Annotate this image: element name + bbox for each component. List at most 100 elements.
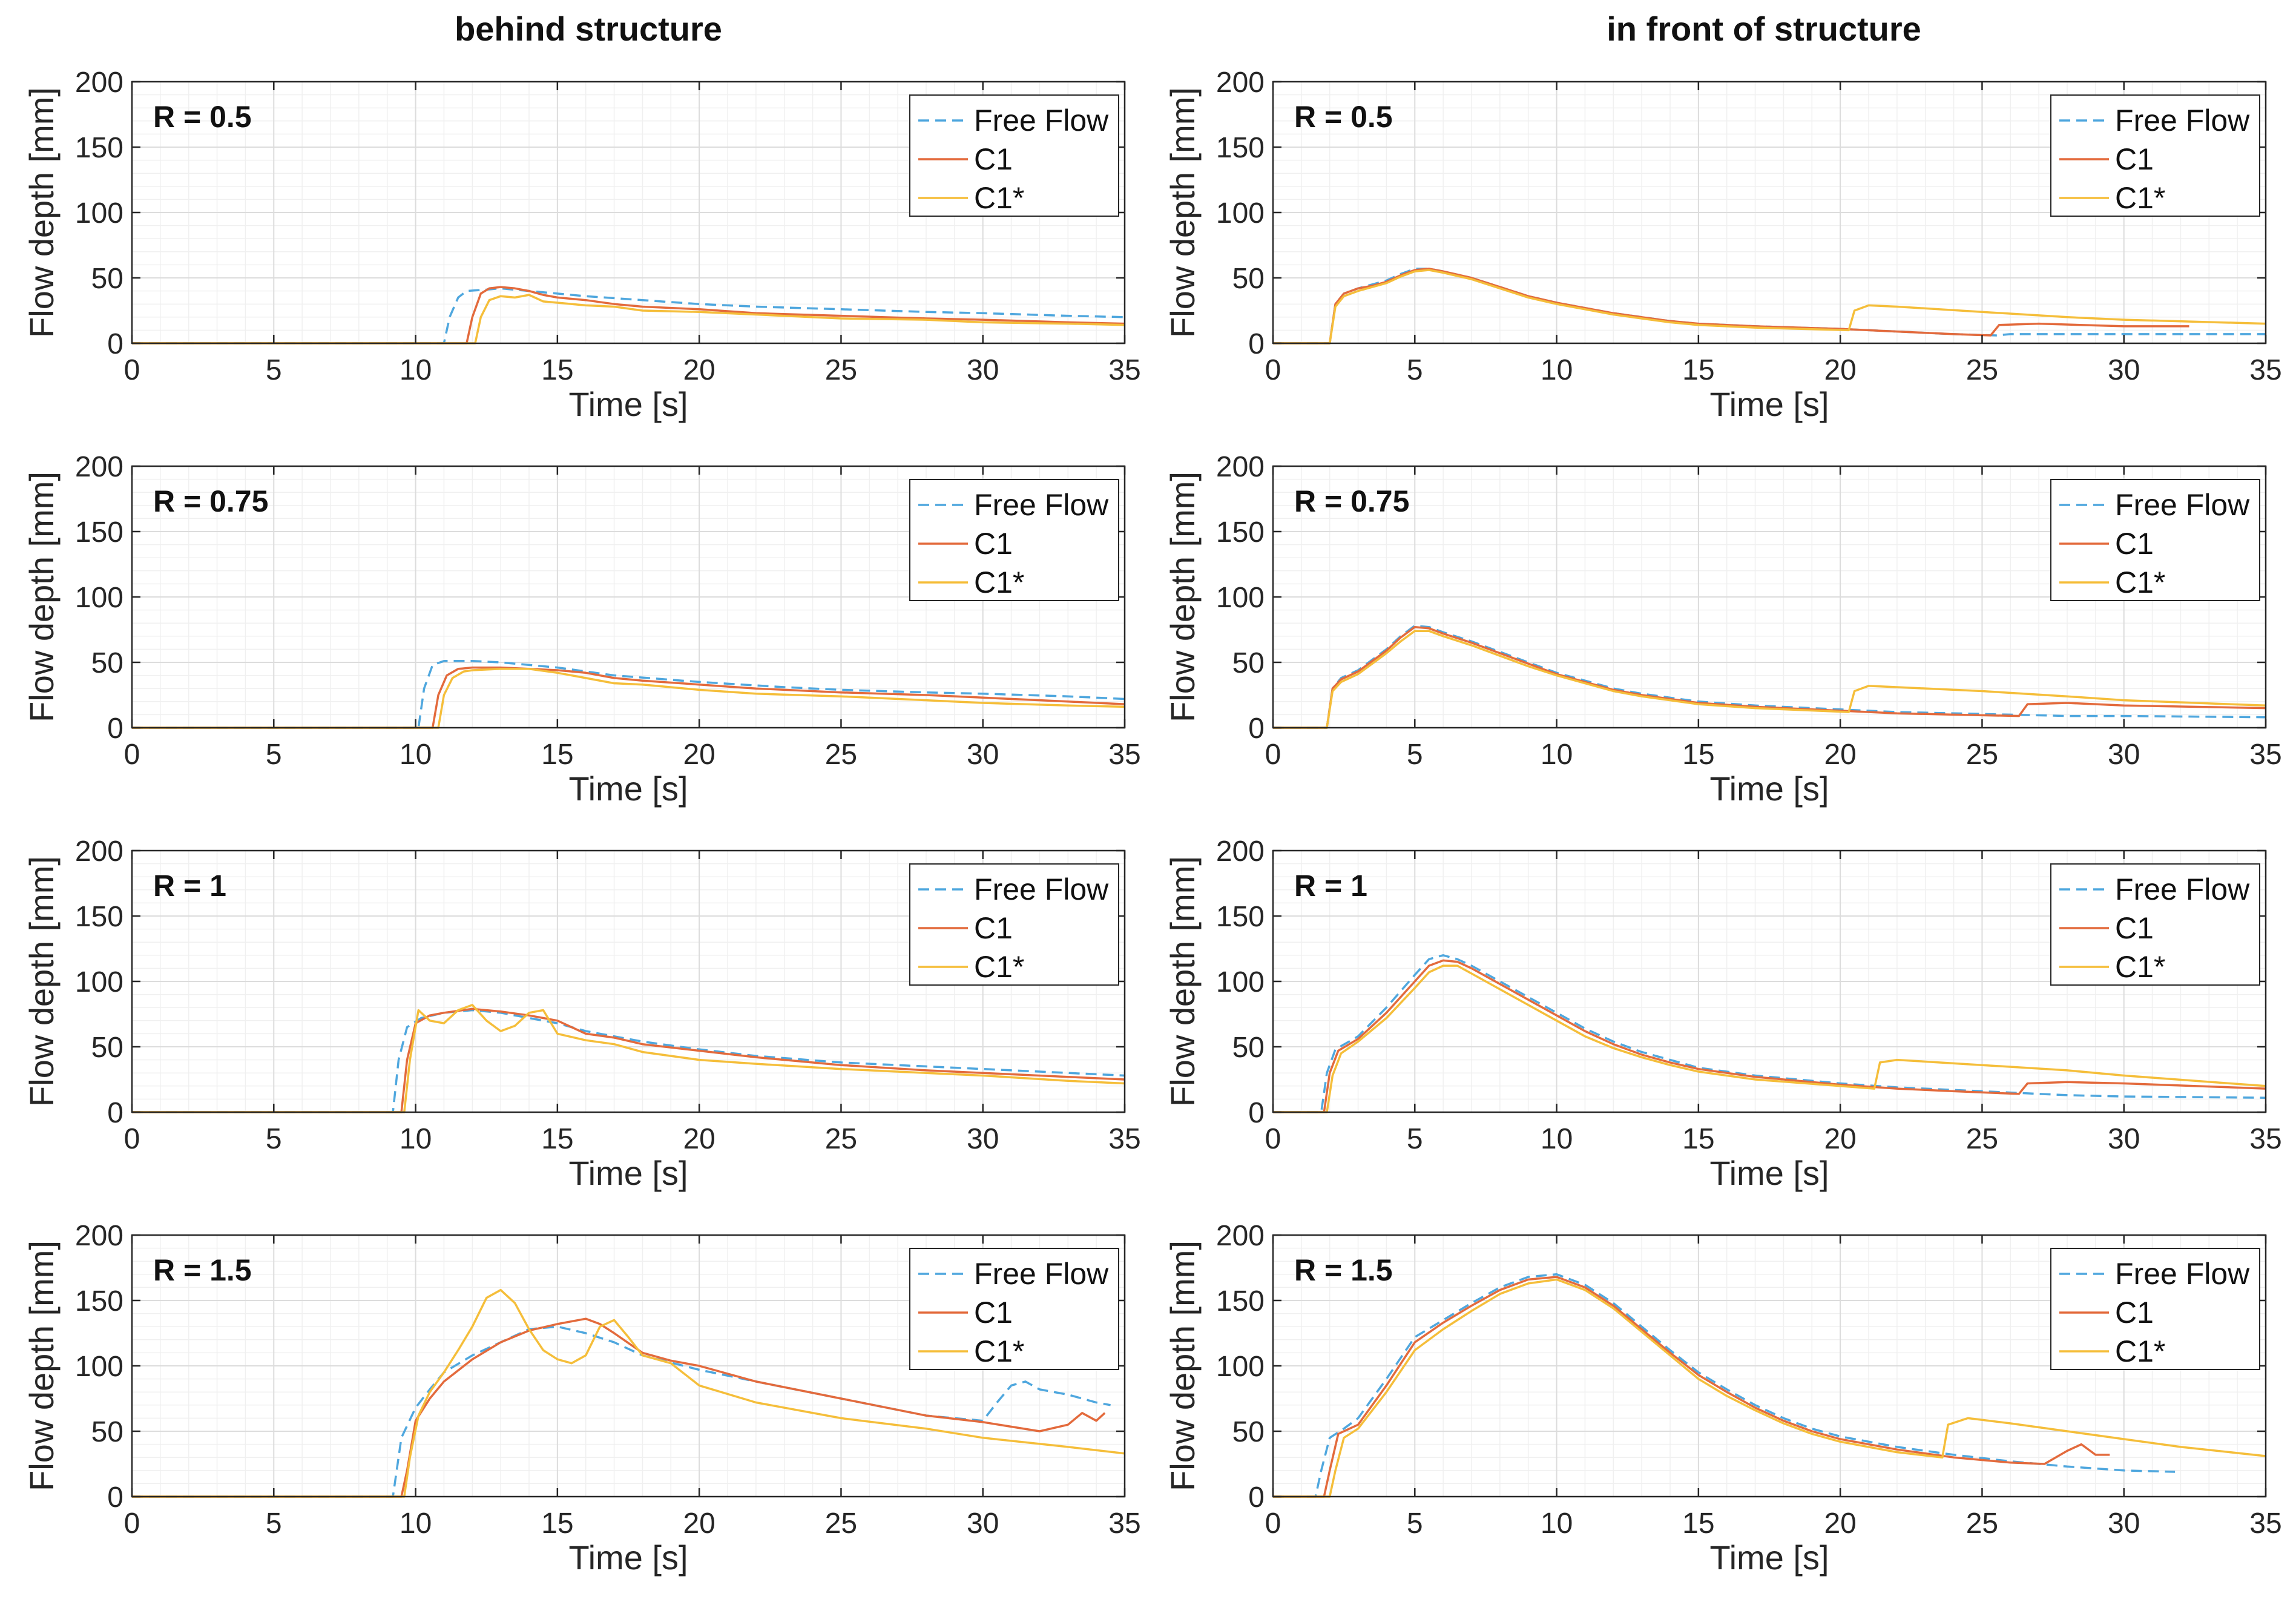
x-tick-label: 35 [1108,1508,1140,1540]
y-tick-label: 100 [75,197,123,229]
y-tick-label: 0 [1248,328,1265,360]
y-tick-label: 100 [1216,582,1265,614]
y-axis-label: Flow depth [mm] [1163,472,1202,722]
y-tick-label: 100 [75,582,123,614]
x-tick-label: 5 [1407,1123,1423,1155]
legend-label: Free Flow [974,488,1109,522]
y-axis-label: Flow depth [mm] [1163,87,1202,338]
chart-panel-8: 0 5 10 15 20 25 30 35 0 50 100 150 200 Time [s] Flow d… [1163,1220,2282,1577]
x-tick-label: 35 [2249,354,2281,386]
y-tick-label: 100 [1216,197,1265,229]
x-tick-label: 20 [1824,354,1856,386]
chart-panel-4: 0 5 10 15 20 25 30 35 0 50 100 150 200 Time [s] Flow d… [1163,451,2282,808]
legend-label: C1 [974,911,1013,945]
x-tick-label: 35 [2249,739,2281,771]
x-tick-label: 35 [2249,1508,2281,1540]
y-tick-label: 50 [91,263,123,295]
series-line-c1-star [1273,964,2266,1113]
r-value-annotation: R = 0.75 [1294,484,1409,518]
x-tick-label: 0 [124,354,140,386]
legend-label: C1 [2115,142,2154,176]
y-tick-label: 50 [1232,1032,1265,1064]
r-value-annotation: R = 0.5 [153,100,252,134]
series-line-c1 [1273,1276,2110,1498]
legend-label: Free Flow [2115,1257,2250,1291]
x-tick-label: 20 [1824,1508,1856,1540]
y-tick-label: 200 [1216,67,1265,99]
x-tick-label: 35 [1108,1123,1140,1155]
series-line-free-flow [132,1009,1125,1113]
x-tick-label: 5 [1407,1508,1423,1540]
y-tick-label: 50 [1232,1416,1265,1448]
series-line-c1-star [132,1288,1125,1498]
x-tick-label: 20 [683,354,715,386]
x-tick-label: 15 [1682,354,1714,386]
series-line-c1 [132,286,1125,344]
x-tick-label: 0 [124,1123,140,1155]
y-axis-label: Flow depth [mm] [22,1241,61,1491]
column-title-left: behind structure [455,10,722,48]
series-line-c1-star [1273,630,2266,729]
y-tick-label: 150 [1216,1285,1265,1317]
x-tick-label: 25 [825,1123,857,1155]
x-tick-label: 30 [967,739,999,771]
column-title-right: in front of structure [1607,10,1921,48]
legend: Free Flow C1 C1* [909,863,1119,986]
x-tick-label: 15 [1682,1508,1714,1540]
chart-panel-7: 0 5 10 15 20 25 30 35 0 50 100 150 200 Time [s] Flow d… [22,1220,1141,1577]
x-axis-label: Time [s] [1709,385,1829,423]
legend-label: C1* [974,565,1024,599]
y-tick-label: 200 [75,67,123,99]
chart-panel-2: 0 5 10 15 20 25 30 35 0 50 100 150 200 Time [s] Flow d… [1163,67,2282,423]
series-line-free-flow [132,287,1125,344]
x-tick-label: 20 [1824,739,1856,771]
x-tick-label: 20 [683,739,715,771]
series-line-c1 [1273,625,2266,729]
legend-label: C1 [2115,1296,2154,1330]
legend-label: C1* [2115,565,2165,599]
x-tick-label: 25 [825,1508,857,1540]
x-tick-label: 30 [2108,1508,2140,1540]
x-tick-label: 25 [1966,354,1998,386]
x-axis-label: Time [s] [1709,1538,1829,1577]
y-tick-label: 0 [107,1097,123,1129]
chart-panel-3: 0 5 10 15 20 25 30 35 0 50 100 150 200 Time [s] Flow d… [22,451,1141,808]
legend-label: Free Flow [2115,104,2250,137]
legend: Free Flow C1 C1* [909,479,1119,601]
r-value-annotation: R = 0.5 [1294,100,1393,134]
legend-label: Free Flow [974,1257,1109,1291]
series-line-c1 [132,1317,1106,1498]
y-tick-label: 200 [1216,835,1265,868]
y-tick-label: 50 [91,1416,123,1448]
y-tick-label: 100 [75,966,123,998]
legend: Free Flow C1 C1* [2050,94,2260,217]
legend-label: C1* [2115,1334,2165,1368]
legend-box [909,479,1119,601]
r-value-annotation: R = 1 [153,869,226,903]
y-tick-label: 200 [75,1220,123,1252]
x-tick-label: 10 [1541,739,1573,771]
legend-box [2050,863,2260,986]
series-line-free-flow [132,660,1125,729]
y-tick-label: 100 [1216,1351,1265,1383]
x-axis-label: Time [s] [1709,1154,1829,1192]
series-line-c1-star [132,1004,1125,1113]
y-tick-label: 0 [107,1481,123,1514]
y-tick-label: 0 [1248,1481,1265,1514]
x-tick-label: 30 [2108,1123,2140,1155]
x-tick-label: 20 [1824,1123,1856,1155]
legend-box [2050,479,2260,601]
series-line-free-flow [1273,954,2266,1113]
x-tick-label: 35 [1108,739,1140,771]
x-tick-label: 0 [1265,1123,1281,1155]
legend: Free Flow C1 C1* [909,94,1119,217]
x-tick-label: 10 [400,739,432,771]
y-tick-label: 100 [75,1351,123,1383]
y-tick-label: 150 [1216,516,1265,549]
series-line-c1 [132,1007,1125,1113]
y-tick-label: 0 [107,713,123,745]
series-line-c1-star [132,668,1125,729]
y-tick-label: 50 [1232,263,1265,295]
series-line-c1 [132,666,1125,729]
